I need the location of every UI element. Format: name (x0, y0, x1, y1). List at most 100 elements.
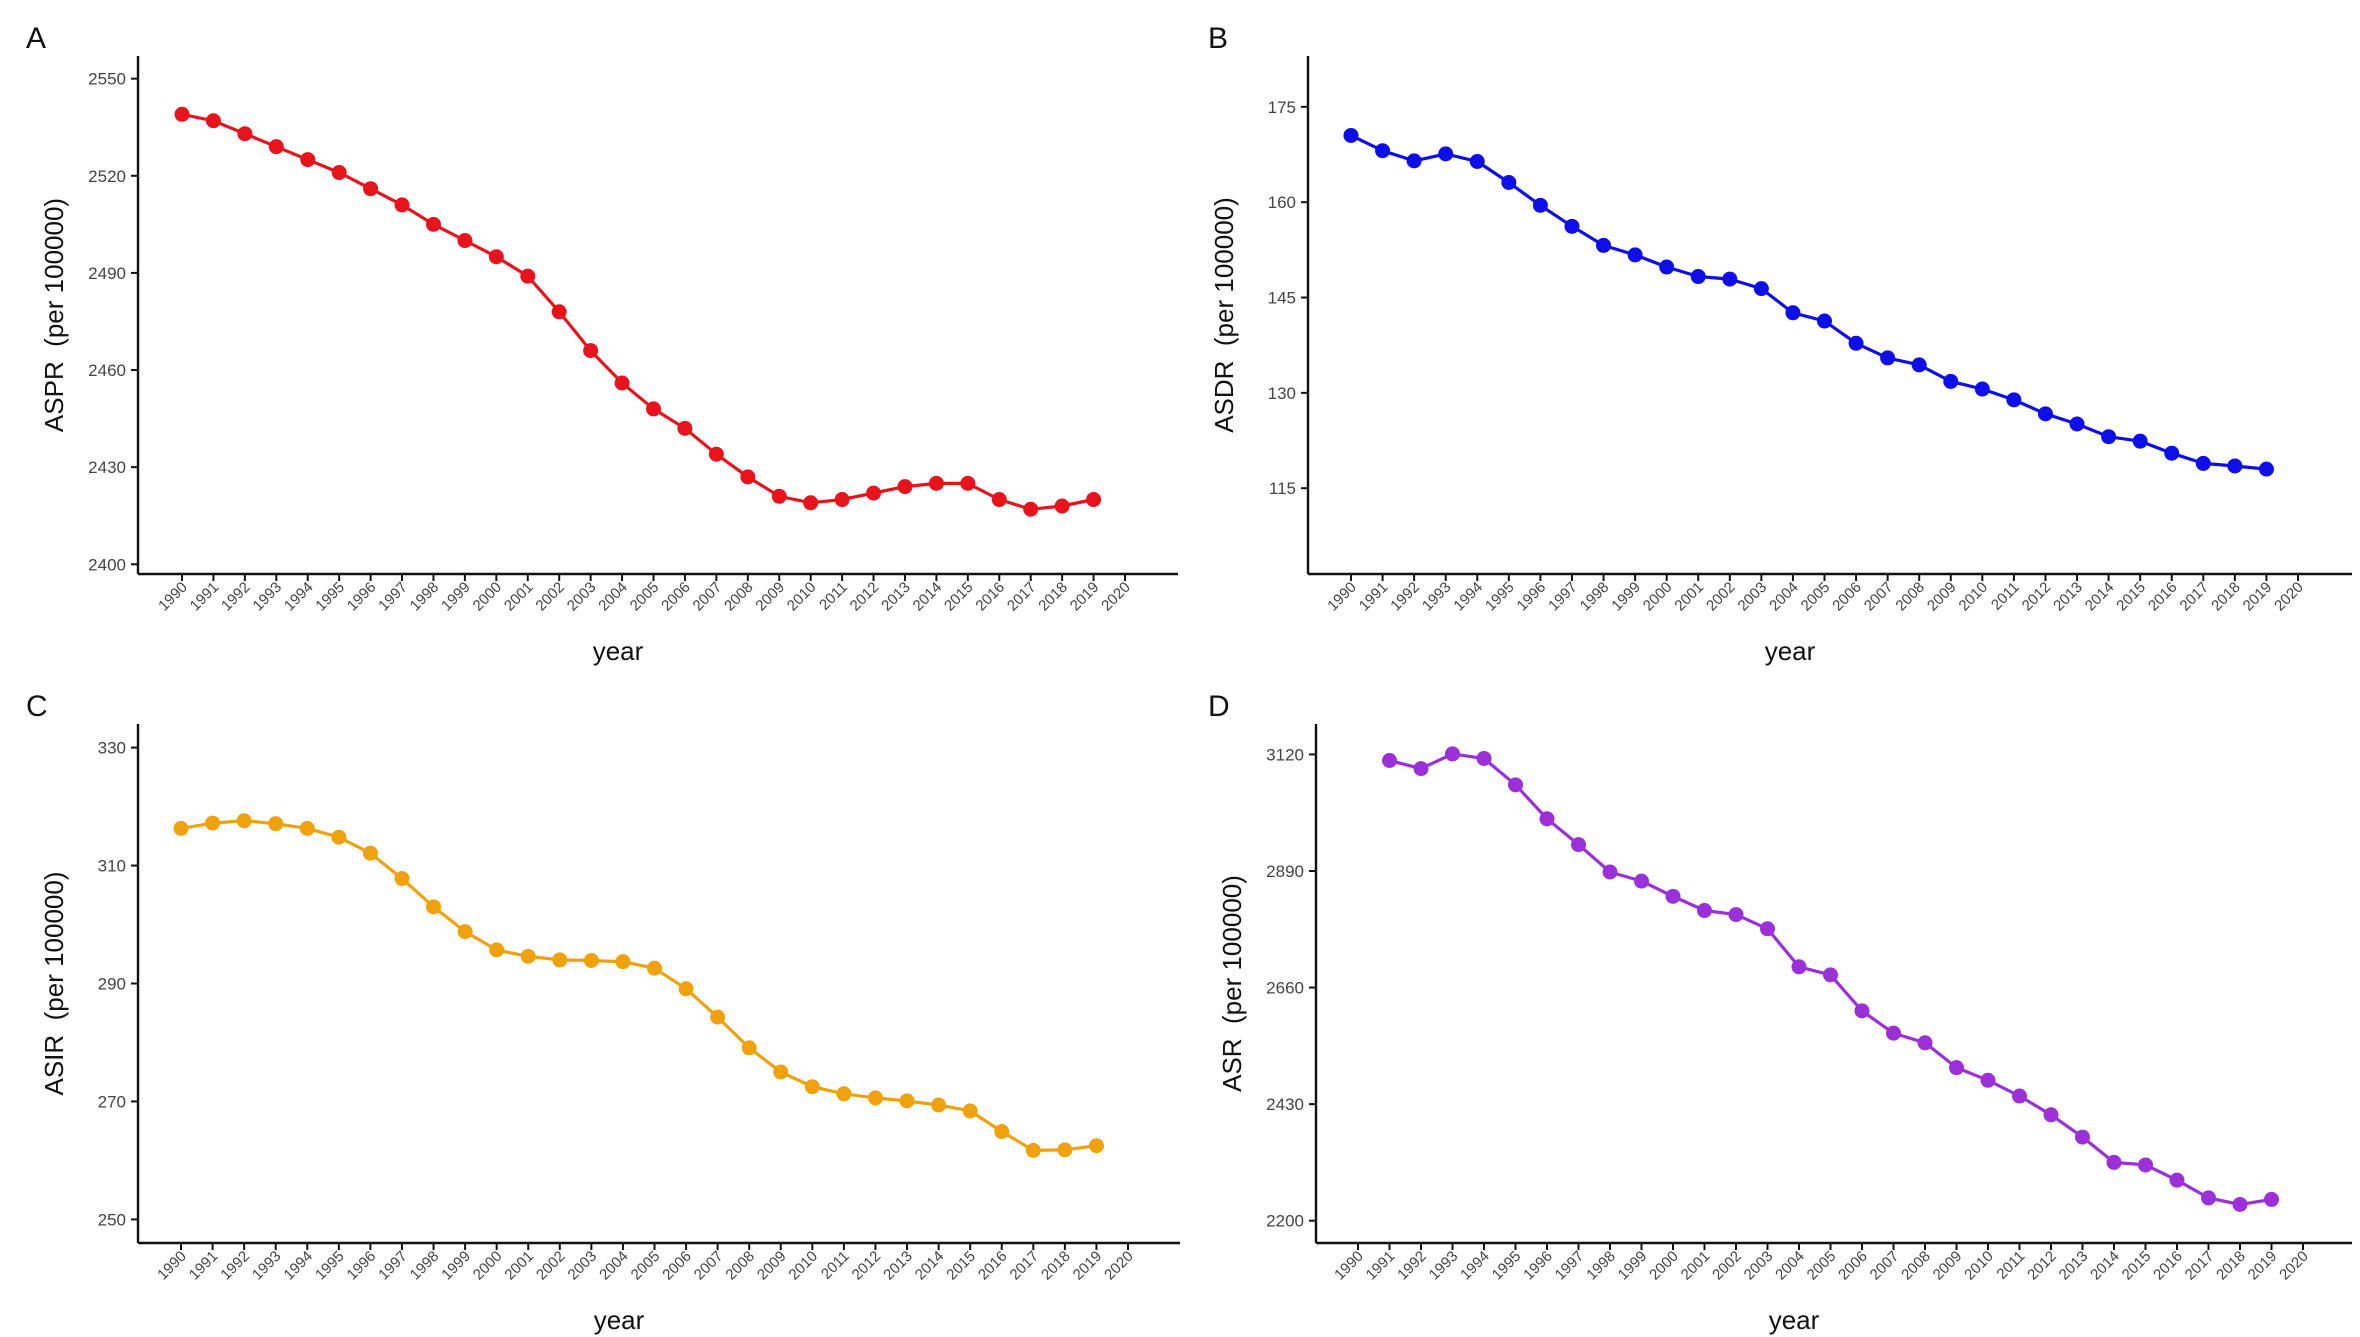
data-point (1659, 259, 1675, 275)
x-tick-label: 2015 (941, 579, 977, 615)
x-tick-label: 1994 (280, 1248, 316, 1284)
data-point (394, 197, 410, 213)
y-tick-label: 2200 (1266, 1212, 1304, 1231)
x-tick-label: 2004 (595, 579, 631, 615)
data-point (1564, 218, 1580, 234)
data-point (646, 401, 661, 417)
x-tick-label: 1993 (1426, 1248, 1462, 1284)
x-tick-label: 2020 (2271, 579, 2307, 615)
x-tick-label: 2019 (1070, 1248, 1106, 1284)
data-point (1375, 143, 1391, 159)
data-point (299, 820, 315, 836)
data-point (1023, 501, 1039, 517)
x-tick-label: 1999 (438, 579, 474, 615)
x-tick-label: 2000 (1640, 579, 1676, 615)
data-point (2258, 461, 2274, 477)
x-tick-label: 2002 (1703, 579, 1739, 615)
x-tick-label: 1999 (438, 1248, 474, 1284)
data-point (1634, 873, 1649, 889)
x-tick-label: 2001 (1671, 579, 1707, 615)
x-tick-label: 1991 (186, 1248, 222, 1284)
data-point (741, 1040, 757, 1056)
x-tick-label: 1996 (344, 1248, 380, 1284)
x-tick-label: 1997 (375, 579, 411, 615)
data-point (1057, 1142, 1073, 1158)
y-axis-title: ASPR (per 100000) (39, 198, 69, 432)
x-tick-label: 1996 (1520, 1248, 1556, 1284)
data-point (1508, 777, 1523, 793)
data-point (457, 924, 473, 940)
x-tick-label: 2007 (1867, 1248, 1903, 1284)
x-tick-label: 2010 (1956, 579, 1992, 615)
x-tick-label: 2003 (1741, 1248, 1777, 1284)
x-tick-label: 2001 (501, 1248, 537, 1284)
data-point (1886, 1025, 1901, 1041)
data-point (1469, 154, 1485, 170)
x-tick-label: 1998 (407, 1248, 443, 1284)
y-tick-label: 2430 (88, 458, 126, 477)
y-tick-label: 2520 (88, 167, 126, 186)
data-point (1943, 373, 1959, 389)
chart-svg-d: 2200 2430 2660 2890 3120 19901991199219931994… (1217, 724, 2352, 1335)
x-tick-label: 1999 (1608, 579, 1644, 615)
x-tick-label: 2015 (2119, 1248, 2155, 1284)
x-tick-label: 2000 (470, 1248, 506, 1284)
data-point (236, 813, 252, 829)
data-point (1949, 1060, 1964, 1076)
data-point (1602, 864, 1618, 880)
x-tick-label: 1990 (154, 1248, 190, 1284)
x-tick-label: 1995 (1489, 1248, 1525, 1284)
data-point (1848, 335, 1864, 351)
x-tick-label: 2002 (533, 1248, 569, 1284)
data-point (1406, 153, 1422, 169)
x-tick-label: 2009 (752, 579, 788, 615)
x-tick-label: 2017 (1007, 1248, 1043, 1284)
data-point (1539, 811, 1555, 827)
x-tick-label: 2017 (1004, 579, 1040, 615)
data-point (520, 268, 536, 284)
data-point (771, 488, 787, 504)
x-tick-label: 2004 (1766, 579, 1802, 615)
x-tick-label: 2020 (1101, 1248, 1137, 1284)
x-tick-label: 2016 (2145, 579, 2181, 615)
data-point (1854, 1003, 1870, 1019)
x-tick-label: 1996 (344, 579, 380, 615)
x-tick-label: 2008 (722, 1248, 758, 1284)
data-point (804, 1079, 820, 1095)
data-point (173, 820, 189, 836)
data-point (615, 954, 631, 970)
data-point (1438, 146, 1454, 162)
x-tick-label: 1994 (1450, 579, 1486, 615)
data-point (1817, 313, 1832, 329)
data-point (2232, 1196, 2248, 1212)
data-point (2006, 392, 2022, 408)
data-point (991, 492, 1007, 508)
x-tick-label: 2010 (786, 1248, 822, 1284)
data-point (962, 1103, 978, 1119)
x-tick-label: 2012 (2019, 579, 2055, 615)
y-tick-label: 250 (98, 1210, 126, 1229)
data-point (960, 475, 976, 491)
x-tick-label: 2019 (2245, 1248, 2281, 1284)
x-tick-label: 2011 (1988, 579, 2023, 614)
x-tick-label: 2003 (565, 1248, 601, 1284)
data-point (1382, 752, 1397, 768)
x-tick-label: 2018 (2208, 579, 2244, 615)
y-tick-label: 270 (98, 1092, 126, 1111)
x-tick-label: 2012 (847, 579, 883, 615)
x-tick-label: 2007 (1861, 579, 1897, 615)
x-tick-label: 2020 (1098, 579, 1134, 615)
data-point (1343, 127, 1359, 143)
data-point (457, 233, 473, 249)
y-axis-title: ASR (per 100000) (1217, 875, 1247, 1092)
data-point (426, 899, 442, 915)
data-point (1728, 907, 1744, 923)
x-tick-label: 2018 (1035, 579, 1071, 615)
data-point (1974, 381, 1990, 397)
x-tick-label: 2017 (2182, 1248, 2218, 1284)
data-point (205, 113, 221, 129)
data-point (834, 492, 850, 508)
data-point (647, 960, 662, 976)
y-tick-label: 2660 (1266, 979, 1304, 998)
x-tick-label: 1991 (1363, 1248, 1399, 1284)
